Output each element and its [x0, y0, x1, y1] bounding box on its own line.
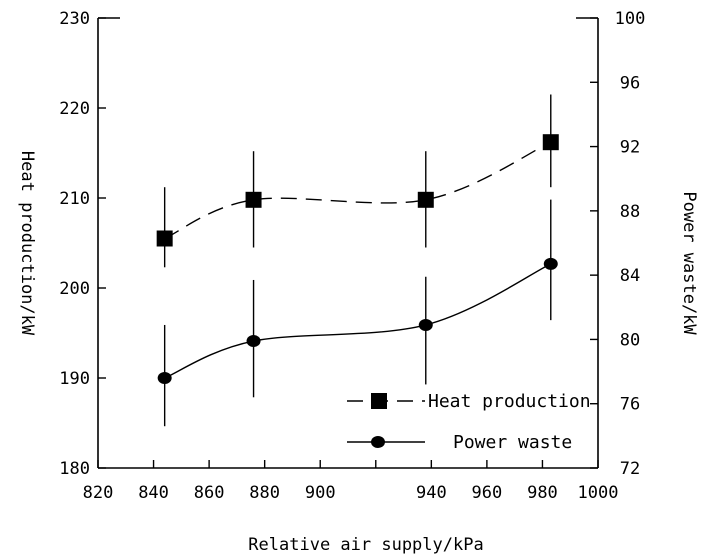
series-heat-production [156, 94, 559, 268]
y-right-tick-label: 84 [620, 266, 640, 286]
y-right-tick-label: 72 [620, 459, 640, 479]
y-ticks-right: 72 76 80 84 88 92 96 100 [590, 9, 645, 479]
y-right-tick-label: 96 [620, 73, 640, 93]
legend-power-marker [371, 436, 385, 448]
series-power-waste [157, 199, 558, 427]
y-right-tick-label: 92 [620, 138, 640, 158]
data-point-square [245, 191, 262, 208]
y-left-tick-label: 180 [59, 459, 90, 479]
x-ticks: 820 840 860 880 900 940 960 980 1000 [83, 460, 619, 503]
y-axis-right-title: Power waste/kW [679, 191, 699, 335]
axes [97, 17, 599, 469]
legend-heat-label: Heat production [428, 391, 591, 412]
y-left-tick-label: 200 [59, 279, 90, 299]
legend: Heat production Power waste [347, 391, 591, 453]
data-point-circle [246, 335, 261, 348]
series-line [164, 263, 552, 379]
series-layer [156, 94, 559, 427]
x-tick-label: 820 [83, 483, 114, 503]
x-tick-label: 1000 [578, 483, 619, 503]
data-point-circle [418, 318, 433, 331]
y-right-tick-label: 80 [620, 330, 640, 350]
y-left-tick-label: 190 [59, 369, 90, 389]
x-tick-label: 840 [138, 483, 169, 503]
x-tick-label: 940 [416, 483, 447, 503]
y-right-tick-label: 88 [620, 202, 640, 222]
series-line [164, 141, 552, 240]
legend-heat-marker [371, 393, 387, 409]
x-tick-label: 900 [305, 483, 336, 503]
data-point-circle [543, 257, 558, 270]
x-axis-title: Relative air supply/kPa [248, 535, 483, 555]
y-ticks-left: 180 190 200 210 220 230 [59, 9, 106, 479]
data-point-square [417, 191, 434, 208]
data-point-circle [157, 372, 172, 384]
y-right-tick-label: 76 [620, 395, 640, 415]
y-right-tick-label: 100 [615, 9, 646, 29]
data-point-square [542, 134, 559, 151]
y-left-tick-label: 220 [59, 99, 90, 119]
x-tick-label: 880 [249, 483, 280, 503]
legend-power-label: Power waste [453, 432, 572, 453]
y-left-tick-label: 210 [59, 189, 90, 209]
y-axis-left-title: Heat production/kW [17, 151, 37, 336]
x-tick-label: 960 [472, 483, 503, 503]
x-tick-label: 860 [194, 483, 225, 503]
data-point-square [156, 230, 173, 247]
y-left-tick-label: 230 [59, 9, 90, 29]
x-tick-label: 980 [527, 483, 558, 503]
